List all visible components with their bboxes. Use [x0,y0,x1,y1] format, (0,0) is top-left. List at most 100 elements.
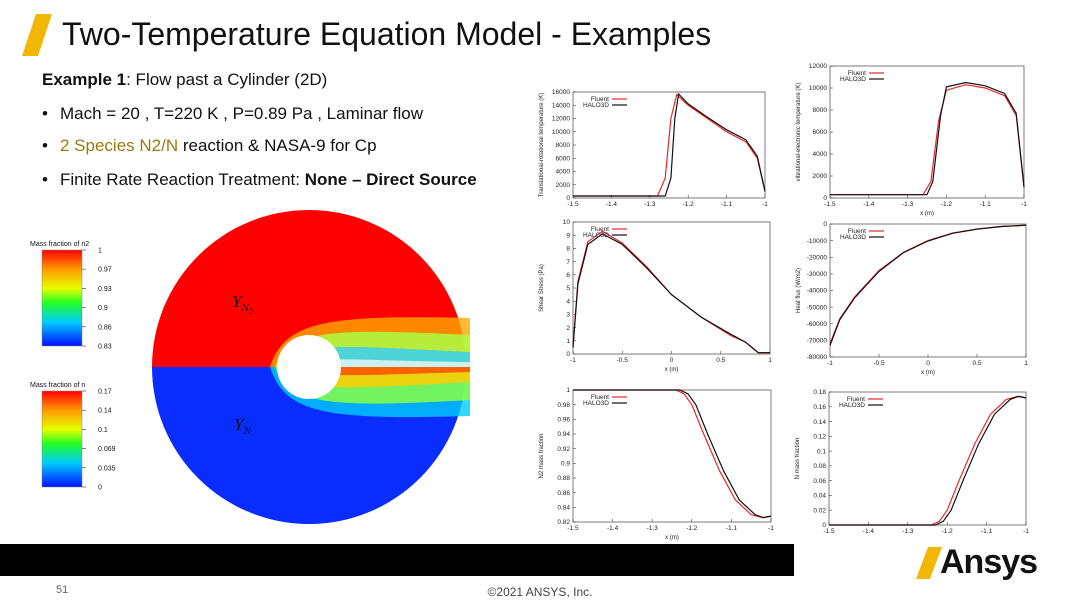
y-tick-label: 10000 [809,85,827,92]
x-tick-label: 0 [670,357,674,364]
y-tick-label: 0.9 [561,461,570,468]
x-tick-label: -1.3 [902,528,914,535]
y-tick-label: 2000 [556,182,571,189]
bullet-3-text: Finite Rate Reaction Treatment: [60,170,305,189]
y-tick-label: 0.08 [813,463,826,470]
bullet-3: • Finite Rate Reaction Treatment: None – … [42,170,477,189]
y-tick-label: 0.92 [557,446,570,453]
legend-label: HALO3D [583,400,609,407]
y-tick-label: 14000 [552,102,570,109]
series-line-halo3d [829,395,1027,526]
legend-label: Fluent [591,394,609,401]
legend-label: Fluent [591,96,609,103]
copyright: ©2021 ANSYS, Inc. [487,585,593,599]
y-tick-label: -20000 [807,254,828,261]
y-tick-label: 16000 [552,89,570,96]
chart-6: -1.5 -1.4 -1.3 -1.2 -1.1 -1 0 0.02 0.04 0.06 0.08 0… [795,389,1029,535]
label-y-n2: YN2 [232,292,253,316]
example-heading: Example 1: Flow past a Cylinder (2D) [42,70,327,90]
bullet-1-text: Mach = 20 , T=220 K , P=0.89 Pa , Lamina… [60,104,424,123]
x-tick-label: 0.5 [972,360,981,367]
legend-label: Fluent [848,70,866,77]
x-axis-label: x (m) [921,370,935,376]
chart-frame [572,389,772,523]
x-tick-label: 1 [768,357,772,364]
x-tick-label: -1.5 [567,525,579,532]
chart-frame [572,91,766,199]
x-tick-label: -1.5 [567,201,579,208]
y-tick-label: 0.88 [557,475,570,482]
x-tick-label: -0.5 [873,360,885,367]
x-tick-label: -1 [1023,528,1029,535]
x-tick-label: -1 [762,201,768,208]
y-tick-label: 8000 [813,107,828,114]
cylinder [277,335,341,399]
ansys-slash-icon [916,547,942,579]
colorbar-bottom-tick-label: 0.069 [98,446,116,453]
y-tick-label: 8 [566,246,570,253]
chart-2: -1.5 -1.4 -1.3 -1.2 -1.1 -1 0 2000 4000 6000 8000 1… [796,63,1027,217]
y-tick-label: 0.82 [557,519,570,526]
y-tick-label: 6 [566,272,570,279]
y-tick-label: 0.06 [813,478,826,485]
colorbar-top [41,249,83,347]
slide-title: Two-Temperature Equation Model - Example… [62,16,712,52]
chart-frame [829,223,1027,358]
chart-frame [829,65,1025,199]
y-tick-label: -50000 [807,304,828,311]
colorbar-bottom-tick-label: 0.14 [98,408,112,415]
chart-frame [572,221,771,355]
x-tick-label: -0.5 [617,357,629,364]
y-tick-label: 0 [566,195,570,202]
x-tick-label: -1.3 [647,525,659,532]
x-tick-label: 1 [1024,360,1028,367]
legend-label: HALO3D [840,234,866,241]
x-tick-label: -1 [768,525,774,532]
x-axis-label: x (m) [665,535,679,541]
ansys-logo-text: Ansys [940,543,1038,581]
page-number: 51 [56,584,69,596]
example-text: : Flow past a Cylinder (2D) [126,70,328,89]
x-tick-label: -1.4 [606,201,618,208]
y-tick-label: 0.86 [557,490,570,497]
series-line-fluent [573,93,766,197]
x-tick-label: -1.4 [863,528,875,535]
y-tick-label: 0.1 [817,448,826,455]
y-tick-label: 0.18 [813,389,826,396]
y-tick-label: 0.94 [557,431,570,438]
x-tick-label: -1.2 [942,528,954,535]
bullet-2: • 2 Species N2/N reaction & NASA-9 for Cp [42,136,377,155]
y-axis-label: Shear Stress (Pa) [539,264,545,312]
y-tick-label: 1 [566,338,570,345]
legend-label: HALO3D [583,102,609,109]
y-tick-label: 0 [823,221,827,228]
x-axis-label: x (m) [920,211,934,217]
y-axis-label: N2 mass fraction [539,433,545,478]
x-tick-label: -1.2 [686,525,698,532]
colorbar-bottom [41,390,83,488]
y-tick-label: -40000 [807,288,828,295]
bullet-1: • Mach = 20 , T=220 K , P=0.89 Pa , Lamin… [42,104,424,123]
y-tick-label: 5 [566,285,570,292]
colorbar-top-tick-label: 0.93 [98,286,112,293]
y-tick-label: 12000 [552,116,570,123]
y-tick-label: 7 [566,259,570,266]
x-tick-label: -1.1 [981,528,993,535]
y-tick-label: 0 [566,351,570,358]
bullet-2-text: reaction & NASA-9 for Cp [178,136,377,155]
colorbar-top-title: Mass fraction of n2 [30,241,89,248]
series-line-halo3d [830,81,1025,196]
colorbar-bottom-tick-label: 0 [98,485,102,492]
y-tick-label: 2 [566,325,570,332]
charts-panel: -1.5 -1.4 -1.3 -1.2 -1.1 -1 0 2000 4 0 0 0 6000 8000 1… [539,63,1029,541]
colorbar-bottom-tick-label: 0.035 [98,465,116,472]
y-tick-label: 6000 [556,155,571,162]
x-tick-label: -1.1 [726,525,738,532]
x-tick-label: 0.5 [716,357,725,364]
chart-frame [828,391,1027,526]
y-tick-label: -10000 [807,238,828,245]
contour-plot: Mass fraction of n2 1 0.97 0.93 0.9 0.86 0.83… [30,210,470,524]
y-tick-label: 4 [566,298,570,305]
y-tick-label: 10000 [552,129,570,136]
